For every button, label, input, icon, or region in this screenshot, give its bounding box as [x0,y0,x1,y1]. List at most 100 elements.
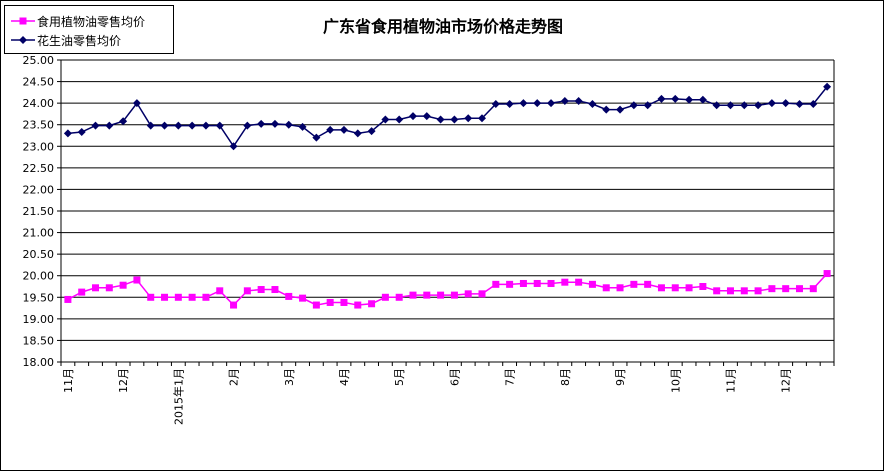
x-tick-label: 8月 [559,368,572,386]
data-point-square [506,280,514,288]
data-point-diamond [215,121,224,130]
data-point-square [519,279,527,287]
data-point-square [644,280,652,288]
data-point-square [92,284,100,292]
series-line-1 [67,86,828,148]
legend-swatch-edible-oil [11,17,35,25]
y-tick-label: 18.50 [23,334,55,347]
legend-item-peanut-oil: 花生油零售均价 [5,31,171,49]
legend-swatch-peanut-oil [11,36,35,44]
data-point-square [726,287,734,295]
data-point-diamond [767,99,776,108]
data-point-diamond [602,105,611,114]
data-point-diamond [657,94,666,103]
legend-label-peanut-oil: 花生油零售均价 [37,34,122,48]
data-point-diamond [643,101,652,110]
data-point-square [782,285,790,293]
data-point-diamond [188,121,197,130]
x-tick-label: 12月 [780,368,793,393]
data-point-square [105,284,113,292]
data-point-diamond [174,121,183,130]
x-tick-label: 4月 [338,368,351,386]
x-tick-label: 3月 [283,368,296,386]
data-point-square [685,284,693,292]
data-point-square [230,301,238,309]
data-point-square [78,288,86,296]
data-point-square [368,300,376,308]
y-tick-label: 25.00 [23,54,55,67]
data-point-diamond [284,120,293,129]
data-point-square [809,285,817,293]
data-point-square [575,278,583,286]
y-tick-label: 22.00 [23,183,55,196]
data-point-square [671,284,679,292]
data-point-diamond [823,82,832,91]
x-tick-label: 2015年1月 [171,368,185,425]
data-point-square [326,298,334,306]
data-point-square [340,298,348,306]
x-tick-label: 12月 [117,368,130,393]
data-point-diamond [533,99,542,108]
y-tick-label: 20.50 [23,248,55,261]
data-point-diamond [436,115,445,124]
data-point-square [243,287,251,295]
data-point-square [257,286,265,294]
data-point-square [381,293,389,301]
data-point-diamond [422,112,431,121]
data-point-diamond [560,96,569,105]
data-point-square [119,281,127,289]
data-point-square [492,280,500,288]
data-point-square [64,295,72,303]
data-point-diamond [339,125,348,134]
data-point-square [285,292,293,300]
x-tick-label: 11月 [62,368,75,393]
data-point-square [450,291,458,299]
data-point-square [657,284,665,292]
data-point-diamond [160,121,169,130]
data-point-diamond [478,114,487,123]
data-point-diamond [119,117,128,126]
x-tick-label: 5月 [393,368,406,386]
data-point-square [409,291,417,299]
data-point-diamond [629,101,638,110]
data-point-square [561,278,569,286]
data-point-diamond [367,127,376,136]
data-point-diamond [270,119,279,128]
y-tick-label: 24.00 [23,97,55,110]
data-point-diamond [132,99,141,108]
data-point-diamond [616,105,625,114]
data-point-diamond [809,100,818,109]
data-point-square [795,285,803,293]
data-point-diamond [588,100,597,109]
data-point-diamond [712,101,721,110]
data-point-diamond [408,112,417,121]
data-point-square [630,280,638,288]
data-point-diamond [77,128,86,137]
data-point-square [354,301,362,309]
data-point-diamond [547,99,556,108]
data-point-diamond [464,114,473,123]
legend-label-edible-oil: 食用植物油零售均价 [37,15,146,29]
data-point-square [423,291,431,299]
data-point-square [437,291,445,299]
x-tick-label: 6月 [448,368,461,386]
legend: 食用植物油零售均价 花生油零售均价 [4,5,174,54]
data-point-diamond [353,129,362,138]
data-point-square [188,293,196,301]
data-point-square [147,293,155,301]
data-point-square [478,290,486,298]
data-point-square [823,270,831,278]
data-point-square [588,280,596,288]
data-point-square [740,287,748,295]
data-point-square [768,285,776,293]
data-point-diamond [795,100,804,109]
data-point-diamond [450,115,459,124]
data-point-diamond [91,121,100,130]
data-point-square [533,279,541,287]
legend-item-edible-oil: 食用植物油零售均价 [5,12,171,30]
data-point-diamond [146,121,155,130]
data-point-diamond [754,101,763,110]
data-point-diamond [505,100,514,109]
x-tick-label: 11月 [724,368,737,393]
